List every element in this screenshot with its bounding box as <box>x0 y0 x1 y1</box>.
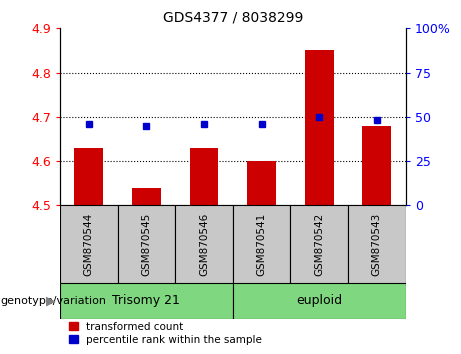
Bar <box>189 148 219 205</box>
Text: GSM870546: GSM870546 <box>199 213 209 276</box>
Text: GSM870541: GSM870541 <box>257 213 266 276</box>
Bar <box>305 51 334 205</box>
Bar <box>118 205 175 283</box>
Bar <box>362 126 391 205</box>
Bar <box>60 205 118 283</box>
Text: genotype/variation: genotype/variation <box>0 296 106 306</box>
Bar <box>348 205 406 283</box>
Bar <box>74 148 103 205</box>
Bar <box>233 283 406 319</box>
Text: euploid: euploid <box>296 295 343 307</box>
Title: GDS4377 / 8038299: GDS4377 / 8038299 <box>163 10 303 24</box>
Bar <box>132 188 161 205</box>
Bar <box>60 283 233 319</box>
Bar <box>175 205 233 283</box>
Text: GSM870544: GSM870544 <box>84 213 94 276</box>
Text: ▶: ▶ <box>46 295 55 307</box>
Legend: transformed count, percentile rank within the sample: transformed count, percentile rank withi… <box>65 317 266 349</box>
Bar <box>247 161 276 205</box>
Bar <box>233 205 290 283</box>
Bar <box>290 205 348 283</box>
Text: GSM870543: GSM870543 <box>372 213 382 276</box>
Text: GSM870545: GSM870545 <box>142 213 151 276</box>
Text: Trisomy 21: Trisomy 21 <box>112 295 180 307</box>
Text: GSM870542: GSM870542 <box>314 213 324 276</box>
